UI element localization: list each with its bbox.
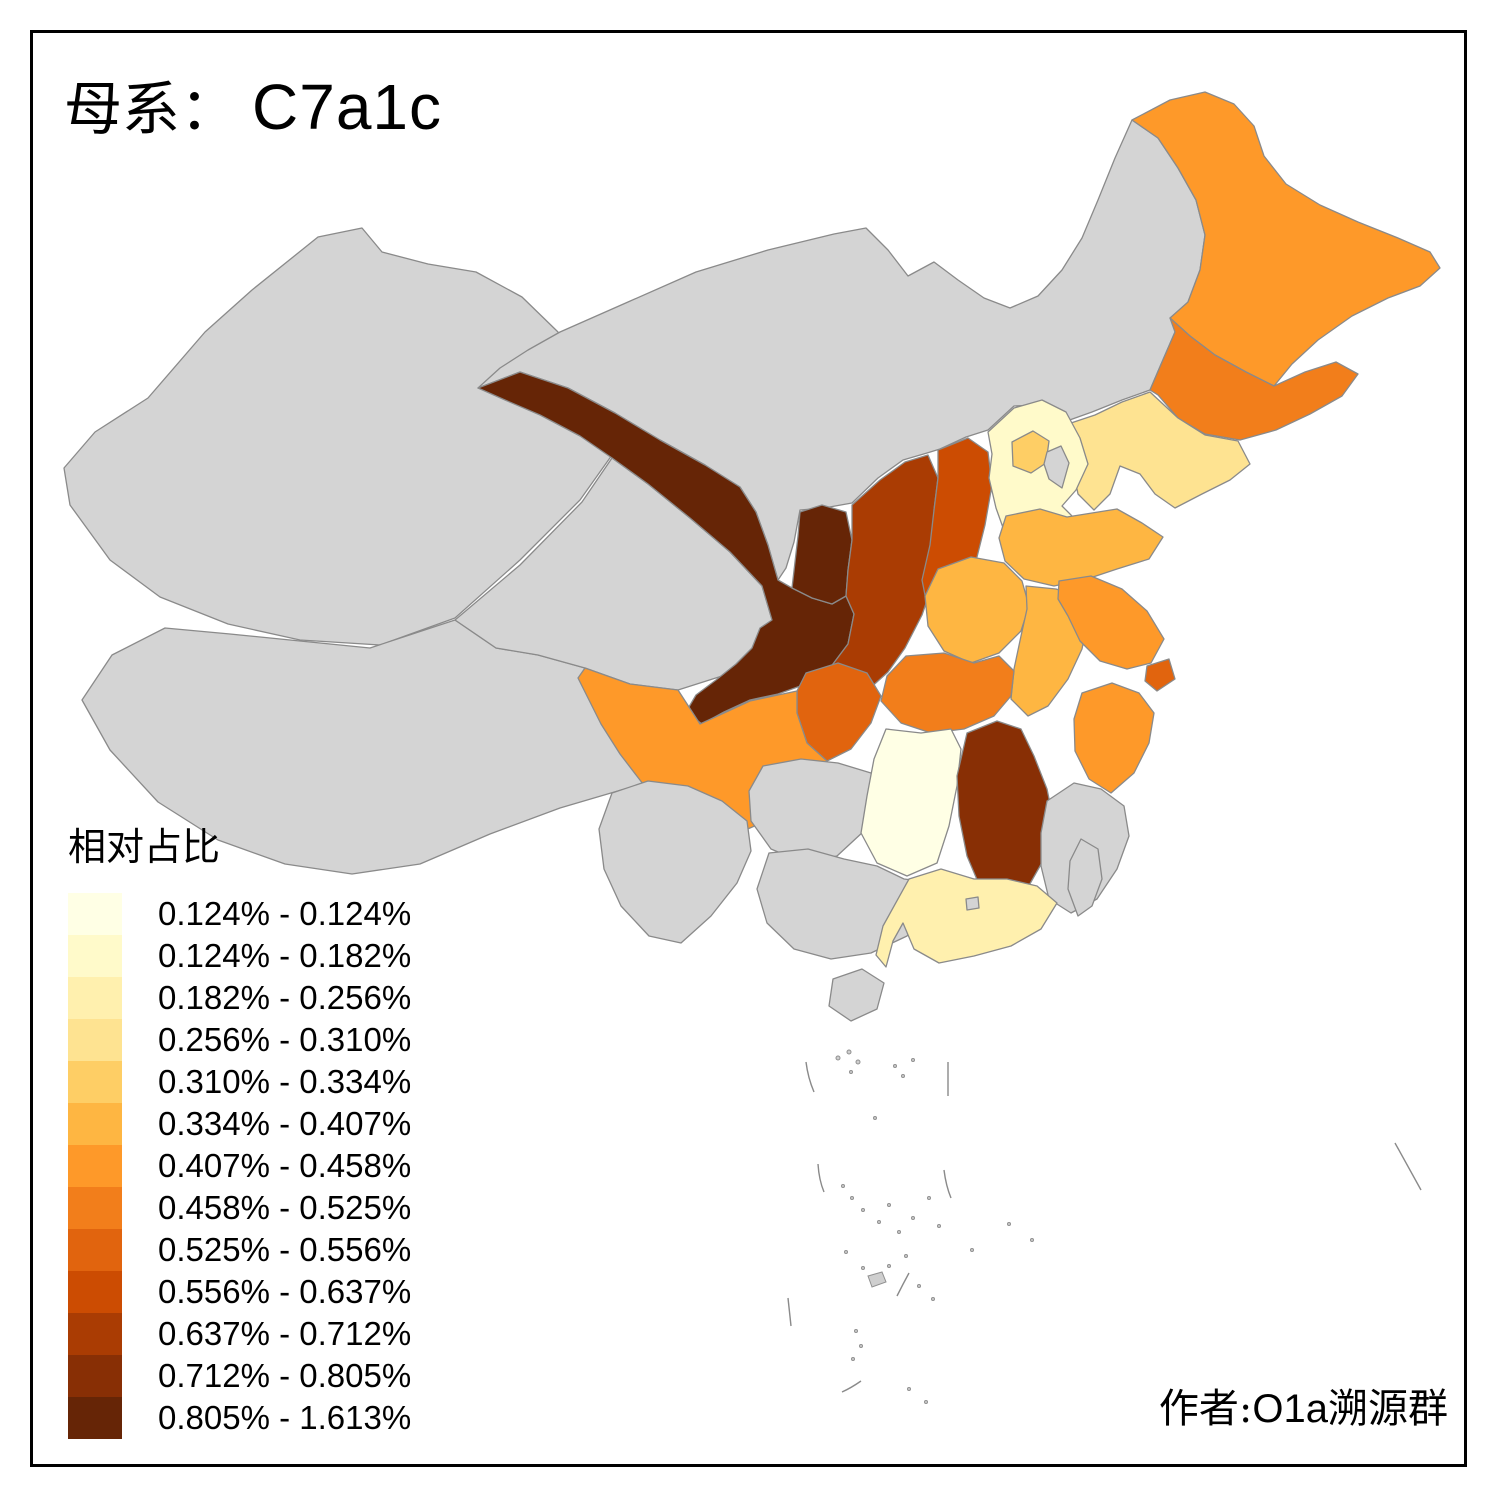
title-haplogroup: C7a1c: [252, 71, 443, 143]
title-prefix: 母系：: [64, 75, 239, 143]
legend-swatch: [68, 893, 122, 935]
legend-swatch: [68, 1229, 122, 1271]
province-tianjin: [1043, 445, 1070, 489]
province-hubei: [880, 652, 1015, 734]
page-title: 母系： C7a1c: [64, 62, 442, 146]
province-guangdong: [875, 868, 1058, 968]
legend-entry: 0.805% - 1.613%: [68, 1397, 411, 1439]
legend-swatch: [68, 1355, 122, 1397]
legend-entry: 0.556% - 0.637%: [68, 1271, 411, 1313]
province-hunan: [860, 728, 962, 877]
province-heilongjiang: [1131, 91, 1441, 387]
legend-entry: 0.124% - 0.182%: [68, 935, 411, 977]
province-xinjiang: [63, 227, 616, 646]
legend-entry: 0.637% - 0.712%: [68, 1313, 411, 1355]
province-shapes: [63, 91, 1441, 1022]
legend-entry: 0.407% - 0.458%: [68, 1145, 411, 1187]
legend-swatch: [68, 1019, 122, 1061]
legend-entry: 0.334% - 0.407%: [68, 1103, 411, 1145]
legend-rows: 0.124% - 0.124% 0.124% - 0.182% 0.182% - 0…: [68, 893, 411, 1439]
province-gansu: [477, 371, 855, 725]
province-hebei: [987, 399, 1089, 551]
province-zhejiang: [1073, 682, 1155, 794]
province-yunnan: [598, 780, 752, 944]
legend-label: 0.637% - 0.712%: [158, 1315, 412, 1352]
legend-entry: 0.256% - 0.310%: [68, 1019, 411, 1061]
legend-swatch: [68, 1397, 122, 1439]
legend-swatch: [68, 1103, 122, 1145]
province-guizhou: [748, 758, 880, 864]
legend-label: 0.407% - 0.458%: [158, 1147, 412, 1184]
province-jiangsu: [1057, 575, 1165, 670]
legend-entry: 0.525% - 0.556%: [68, 1229, 411, 1271]
province-taiwan: [1067, 838, 1103, 917]
province-shanghai: [1144, 658, 1176, 692]
legend-label: 0.458% - 0.525%: [158, 1189, 412, 1226]
province-shaanxi: [829, 454, 941, 691]
legend-swatch: [68, 1145, 122, 1187]
province-henan: [924, 556, 1030, 664]
legend-label: 0.525% - 0.556%: [158, 1231, 412, 1268]
legend-swatch: [68, 977, 122, 1019]
south-china-sea-islands: [787, 1049, 1422, 1404]
legend-entry: 0.458% - 0.525%: [68, 1187, 411, 1229]
legend-swatch: [68, 1271, 122, 1313]
province-liaoning: [1067, 391, 1251, 511]
legend-label: 0.310% - 0.334%: [158, 1063, 412, 1100]
legend-label: 0.256% - 0.310%: [158, 1021, 412, 1058]
province-ningxia: [791, 504, 853, 605]
legend-label: 0.805% - 1.613%: [158, 1399, 412, 1436]
province-jilin: [1149, 317, 1359, 441]
legend-label: 0.124% - 0.124%: [158, 895, 412, 932]
legend-entry: 0.712% - 0.805%: [68, 1355, 411, 1397]
province-hongkong: [965, 896, 980, 911]
legend-entry: 0.310% - 0.334%: [68, 1061, 411, 1103]
legend-entry: 0.124% - 0.124%: [68, 893, 411, 935]
province-jiangxi: [956, 720, 1055, 904]
legend-swatch: [68, 935, 122, 977]
attribution: 作者:O1a溯源群: [1158, 1386, 1448, 1432]
province-shandong: [998, 508, 1164, 587]
legend: 相对占比 0.124% - 0.124% 0.124% - 0.182% 0.182…: [68, 816, 411, 1439]
legend-label: 0.334% - 0.407%: [158, 1105, 412, 1142]
legend-label: 0.712% - 0.805%: [158, 1357, 412, 1394]
legend-title: 相对占比: [68, 825, 221, 869]
legend-swatch: [68, 1313, 122, 1355]
legend-label: 0.124% - 0.182%: [158, 937, 412, 974]
legend-swatch: [68, 1061, 122, 1103]
legend-label: 0.182% - 0.256%: [158, 979, 412, 1016]
legend-entry: 0.182% - 0.256%: [68, 977, 411, 1019]
province-hainan: [828, 968, 885, 1022]
legend-label: 0.556% - 0.637%: [158, 1273, 412, 1310]
legend-swatch: [68, 1187, 122, 1229]
